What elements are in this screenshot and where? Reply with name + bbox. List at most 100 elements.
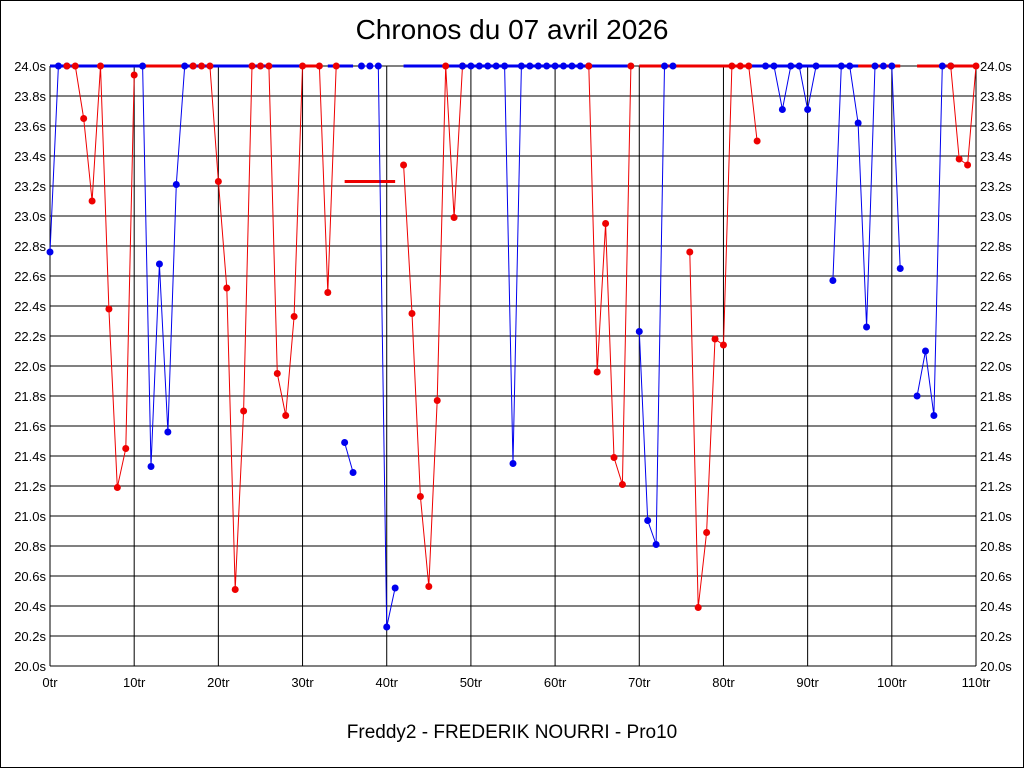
x-tick-label: 50tr <box>460 675 483 690</box>
red-data-point <box>105 305 113 313</box>
red-data-point <box>198 62 206 70</box>
blue-data-point <box>661 62 669 70</box>
blue-data-point <box>846 62 854 70</box>
blue-series-line <box>462 65 589 464</box>
blue-series-line <box>638 65 673 545</box>
red-data-point <box>332 62 340 70</box>
red-data-point <box>214 178 222 185</box>
y-tick-label-right: 21.0s <box>980 509 1012 524</box>
blue-data-point <box>492 62 500 70</box>
y-tick-label-right: 20.6s <box>980 569 1012 584</box>
blue-data-point <box>829 277 837 284</box>
red-data-point <box>736 62 744 70</box>
red-data-point <box>442 62 450 70</box>
y-tick-label-right: 20.2s <box>980 629 1012 644</box>
x-tick-label: 110tr <box>962 675 991 690</box>
y-tick-label-right: 21.6s <box>980 419 1012 434</box>
red-series-line <box>950 65 977 166</box>
red-data-point <box>719 341 727 349</box>
blue-data-point <box>366 62 374 70</box>
blue-series-line <box>361 65 396 628</box>
red-data-point <box>315 62 323 70</box>
red-data-point <box>972 62 980 70</box>
y-tick-label-right: 23.4s <box>980 149 1012 164</box>
blue-data-point <box>147 463 155 470</box>
blue-data-point <box>509 460 517 467</box>
blue-data-point <box>383 623 391 631</box>
blue-data-point <box>644 517 652 524</box>
blue-data-point <box>871 62 879 70</box>
y-tick-label-left: 22.6s <box>14 269 46 284</box>
blue-data-point <box>568 62 576 70</box>
blue-data-point <box>551 62 559 70</box>
red-data-point <box>694 604 702 611</box>
blue-series-line <box>49 65 67 253</box>
y-tick-label-left: 22.4s <box>14 299 46 314</box>
chart-title: Chronos du 07 avril 2026 <box>355 14 669 45</box>
red-data-point <box>400 161 408 169</box>
red-data-point <box>248 62 256 70</box>
blue-data-point <box>46 248 54 256</box>
blue-data-point <box>762 62 770 70</box>
blue-series-line <box>765 65 817 110</box>
red-data-point <box>602 220 610 227</box>
red-data-point <box>122 445 130 452</box>
y-tick-label-left: 21.0s <box>14 509 46 524</box>
red-data-point <box>97 62 105 70</box>
y-tick-label-left: 21.2s <box>14 479 46 494</box>
blue-data-point <box>374 62 382 70</box>
y-tick-label-right: 23.0s <box>980 209 1012 224</box>
blue-data-point <box>778 106 786 113</box>
red-data-point <box>416 493 424 500</box>
red-data-point <box>290 313 298 320</box>
chart-footer: Freddy2 - FREDERIK NOURRI - Pro10 <box>346 722 678 743</box>
y-tick-label-left: 23.2s <box>14 179 46 194</box>
y-tick-label-left: 20.4s <box>14 599 46 614</box>
red-data-point <box>745 62 753 70</box>
blue-data-point <box>888 62 896 70</box>
blue-data-point <box>349 469 357 476</box>
red-data-point <box>585 62 593 70</box>
y-tick-label-left: 21.6s <box>14 419 46 434</box>
red-data-point <box>627 62 635 70</box>
blue-data-point <box>534 62 542 70</box>
y-tick-label-right: 23.8s <box>980 89 1012 104</box>
blue-data-point <box>863 323 871 331</box>
blue-data-point <box>896 265 904 272</box>
red-data-point <box>265 62 273 70</box>
y-tick-label-right: 20.0s <box>980 659 1012 674</box>
blue-data-point <box>921 347 929 355</box>
y-tick-label-left: 20.8s <box>14 539 46 554</box>
red-data-point <box>113 484 121 491</box>
y-tick-label-right: 21.8s <box>980 389 1012 404</box>
y-tick-label-right: 20.8s <box>980 539 1012 554</box>
blue-data-point <box>526 62 534 70</box>
red-series-line <box>193 65 303 590</box>
blue-data-point <box>770 62 778 70</box>
blue-data-point <box>139 62 147 70</box>
red-data-point <box>711 335 719 343</box>
x-tick-label: 10tr <box>123 675 146 690</box>
red-data-point <box>130 71 138 79</box>
y-tick-label-left: 22.8s <box>14 239 46 254</box>
y-tick-label-left: 21.8s <box>14 389 46 404</box>
blue-data-point <box>517 62 525 70</box>
red-data-point <box>282 412 290 419</box>
red-data-point <box>593 368 601 376</box>
red-series-line <box>403 65 463 587</box>
blue-data-point <box>635 328 643 335</box>
blue-data-point <box>501 62 509 70</box>
red-data-point <box>947 62 955 70</box>
blue-data-point <box>938 62 946 70</box>
red-data-point <box>425 583 433 590</box>
x-tick-label: 70tr <box>628 675 651 690</box>
blue-data-point <box>576 62 584 70</box>
red-data-point <box>610 454 618 461</box>
x-tick-label: 40tr <box>376 675 399 690</box>
red-data-point <box>703 529 711 536</box>
y-tick-label-right: 22.4s <box>980 299 1012 314</box>
blue-data-point <box>913 392 921 400</box>
y-tick-label-left: 20.0s <box>14 659 46 674</box>
red-data-point <box>256 62 264 70</box>
